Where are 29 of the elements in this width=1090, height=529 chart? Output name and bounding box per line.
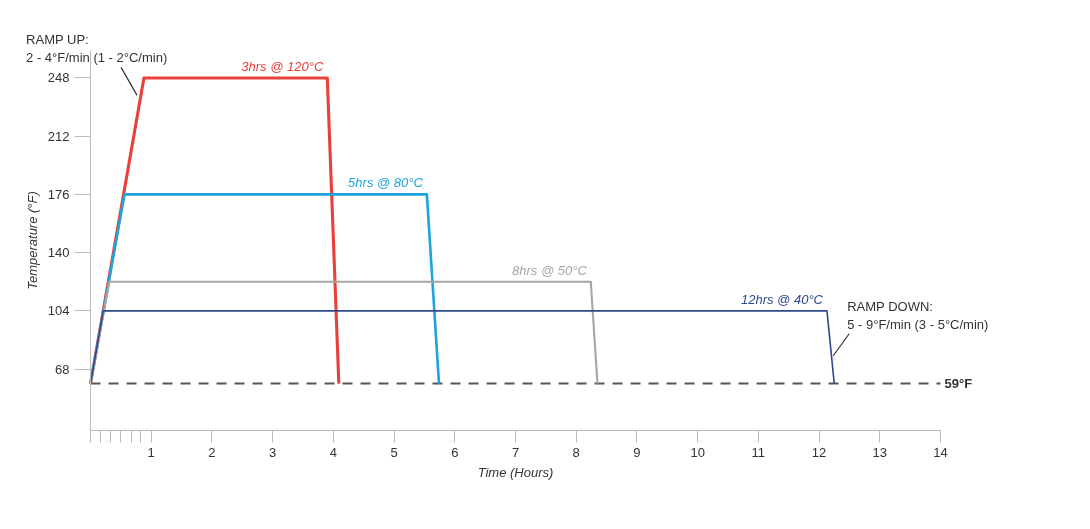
series-label: 12hrs @ 40°C xyxy=(740,291,824,307)
x-tick-label: 14 xyxy=(933,444,948,460)
series-label: 8hrs @ 50°C xyxy=(512,262,588,278)
x-tick-label: 7 xyxy=(511,444,520,460)
y-axis-title: Temperature (°F) xyxy=(24,191,40,290)
x-tick-label: 3 xyxy=(269,444,277,460)
annotation: RAMP UP: 2 - 4°F/min (1 - 2°C/min) xyxy=(26,32,168,66)
x-tick-label: 11 xyxy=(751,444,766,460)
ref-line-label: 59°F xyxy=(944,376,973,392)
x-tick-label: 10 xyxy=(690,444,705,460)
x-tick-label: 12 xyxy=(811,444,827,460)
y-tick-label: 140 xyxy=(47,245,70,261)
y-tick-label: 248 xyxy=(47,70,70,86)
x-axis-title: Time (Hours) xyxy=(477,464,554,480)
x-tick-label: 5 xyxy=(390,444,398,460)
x-tick-label: 4 xyxy=(329,444,337,460)
y-tick-label: 212 xyxy=(47,128,70,144)
x-tick-label: 6 xyxy=(451,444,459,460)
y-tick-label: 104 xyxy=(47,303,70,319)
annotation: RAMP DOWN: 5 - 9°F/min (3 - 5°C/min) xyxy=(847,298,989,332)
x-tick-label: 9 xyxy=(633,444,641,460)
y-tick-label: 68 xyxy=(55,361,70,377)
x-tick-label: 1 xyxy=(147,444,155,460)
x-tick-label: 2 xyxy=(208,444,216,460)
series-label: 3hrs @ 120°C xyxy=(241,58,324,74)
y-tick-label: 176 xyxy=(47,186,70,202)
x-tick-label: 13 xyxy=(872,444,888,460)
x-tick-label: 8 xyxy=(572,444,580,460)
series-label: 5hrs @ 80°C xyxy=(348,175,424,191)
